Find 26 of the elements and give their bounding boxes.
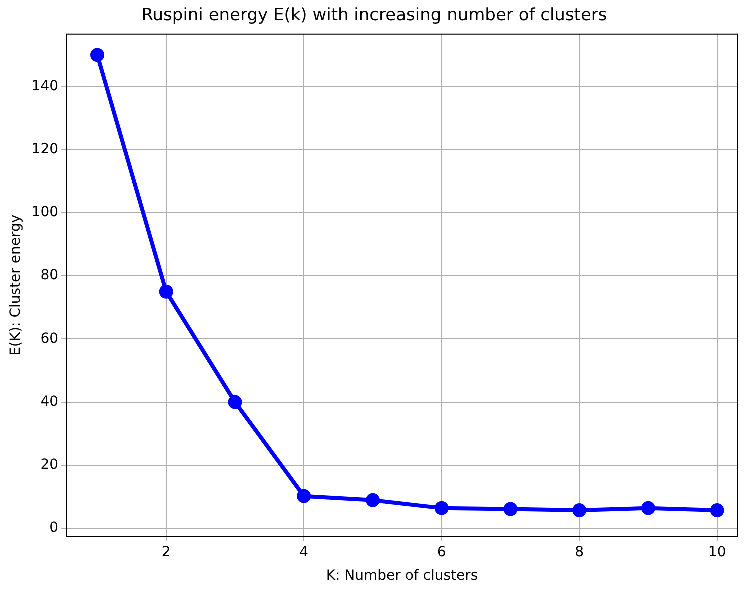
x-tick-label: 2	[162, 544, 171, 560]
point	[504, 502, 518, 516]
point	[366, 493, 380, 508]
x-tick-label: 6	[437, 544, 446, 560]
y-tick-label: 0	[50, 520, 59, 536]
x-tick-label: 8	[575, 544, 584, 560]
point	[710, 504, 724, 518]
y-tick-label: 60	[40, 330, 59, 347]
point	[228, 395, 242, 410]
y-tick-label: 40	[40, 394, 59, 410]
point	[434, 501, 449, 516]
y-tick-label: 140	[32, 78, 59, 94]
y-tick-label: 120	[32, 142, 59, 158]
x-axis-title: K: Number of clusters	[326, 568, 478, 584]
y-tick-label: 100	[32, 204, 59, 221]
point	[572, 504, 587, 518]
x-tick-label: 4	[300, 544, 309, 560]
point	[641, 501, 656, 516]
point	[90, 48, 105, 62]
y-tick-label: 20	[40, 457, 59, 474]
x-tick-label: 10	[708, 544, 726, 560]
y-axis-title: E(K): Cluster energy	[8, 214, 24, 356]
point	[159, 284, 174, 299]
point	[297, 489, 312, 504]
y-tick-label: 80	[40, 268, 59, 284]
chart-title: Ruspini energy E(k) with increasing number of clusters	[142, 6, 608, 26]
